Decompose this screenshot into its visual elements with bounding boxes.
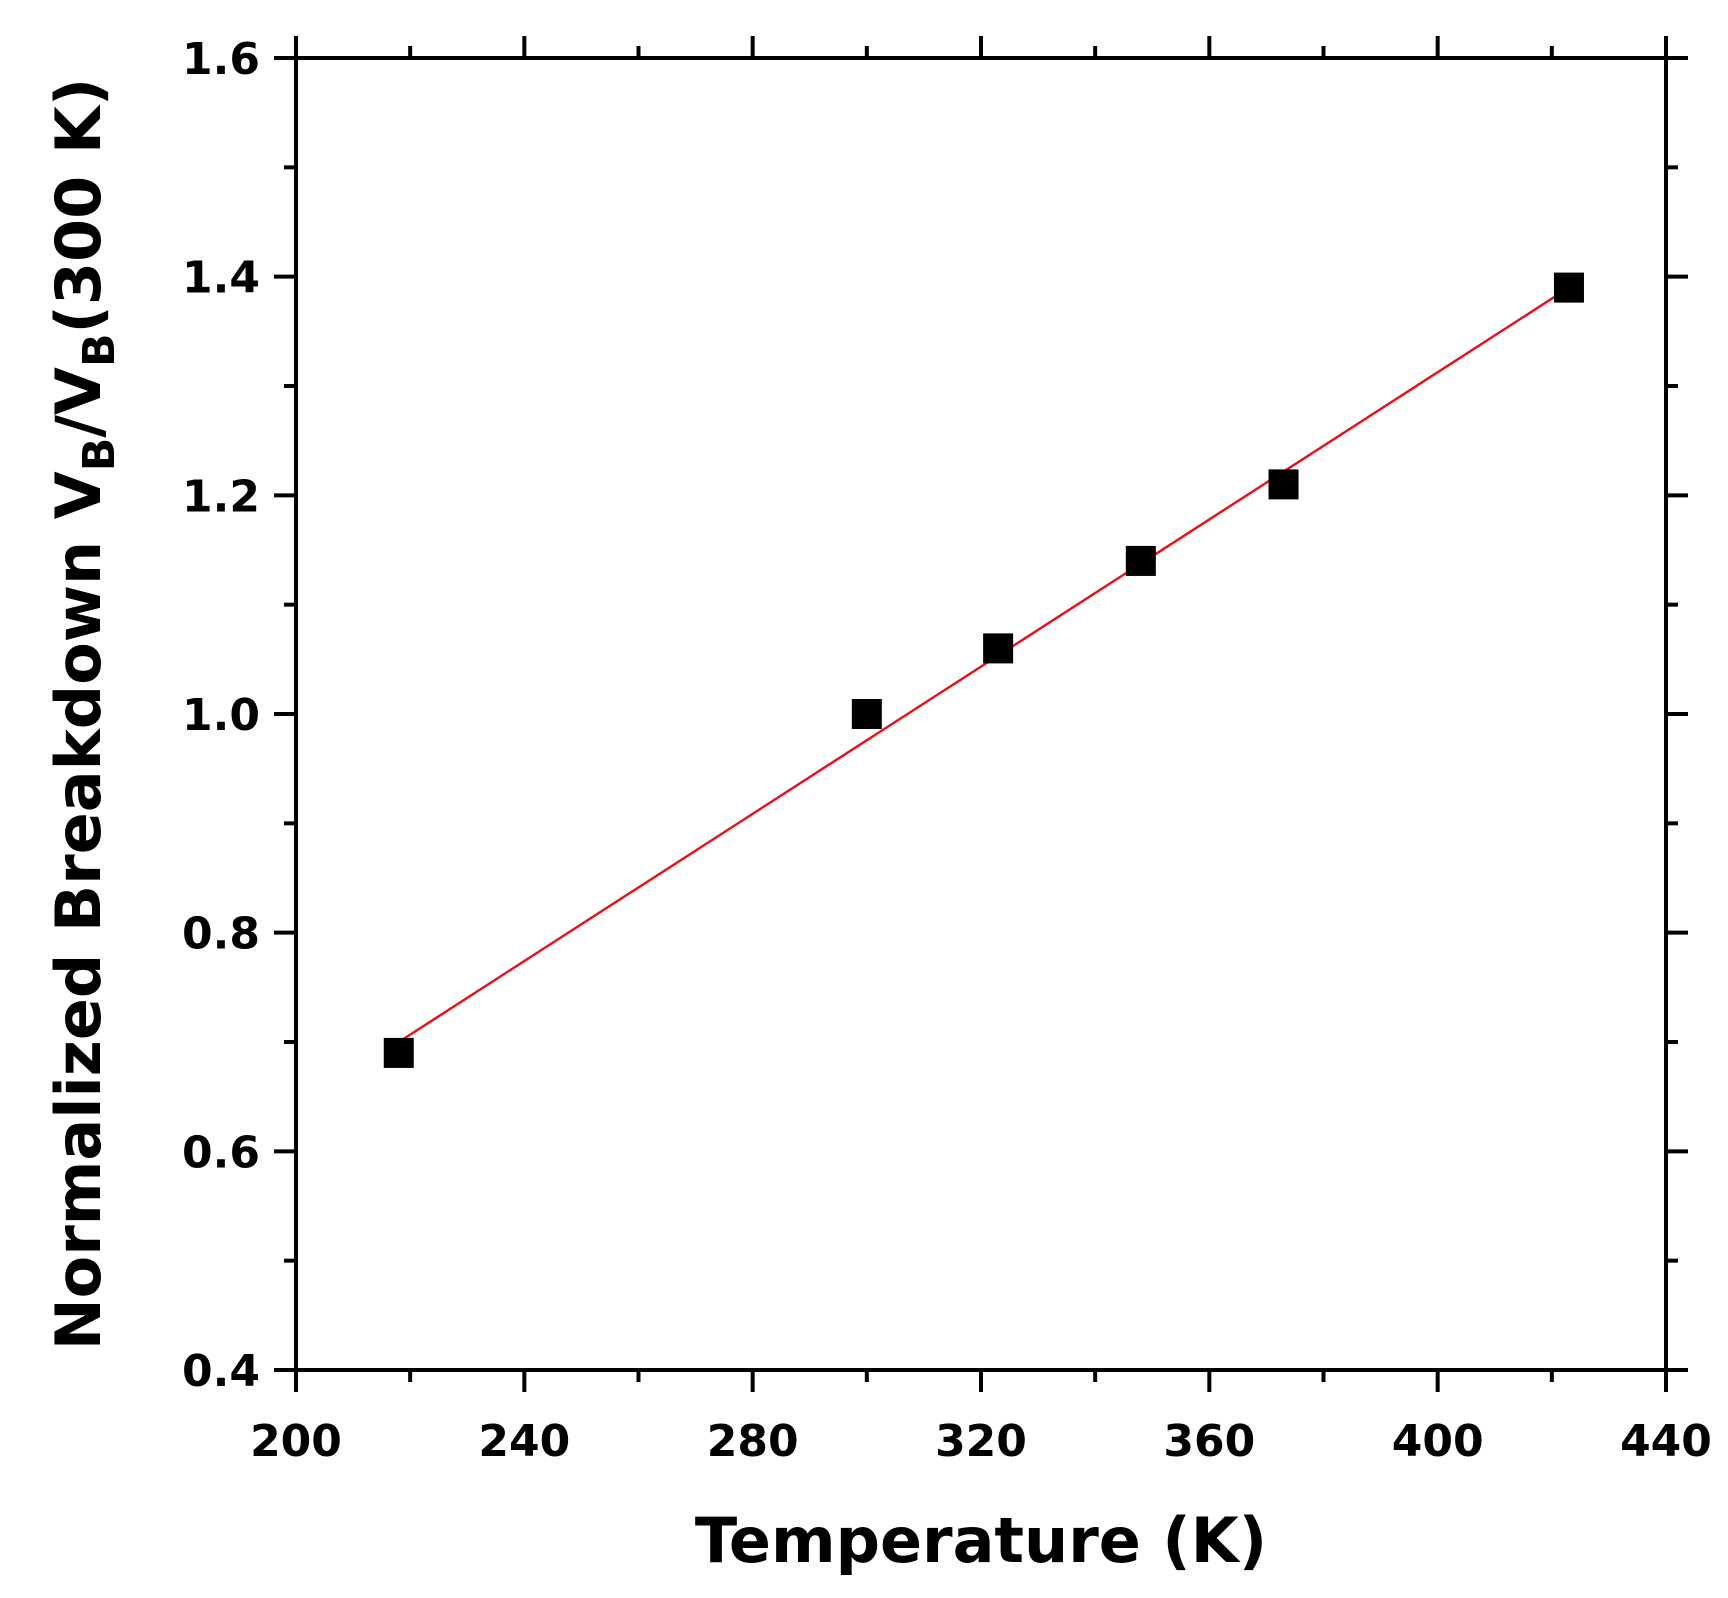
y-tick-label: 1.6 [182, 34, 260, 85]
y-axis-title-main: Normalized Breakdown V [42, 471, 115, 1350]
data-points [383, 272, 1584, 1068]
x-tick-label: 280 [707, 1416, 799, 1467]
plot-frame [294, 56, 1668, 1372]
y-axis-title: Normalized Breakdown VB/VB(300 K) [42, 78, 125, 1351]
x-tick-label: 440 [1620, 1416, 1712, 1467]
y-tick-label: 1.0 [182, 690, 260, 741]
fit-line-layer [398, 286, 1570, 1044]
x-tick-label: 320 [935, 1416, 1027, 1467]
x-axis-title: Temperature (K) [695, 1504, 1267, 1577]
data-point [1268, 469, 1299, 500]
x-tick-label: 200 [250, 1416, 342, 1467]
x-tick-label: 360 [1163, 1416, 1255, 1467]
data-point [1125, 545, 1156, 576]
fit-line [398, 286, 1570, 1044]
axis-ticks [274, 36, 1688, 1392]
tick-labels: 200 240 280 320 360 400 440 0.4 0.6 0.8 1.0 1.2 1.4 1… [182, 34, 1712, 1467]
x-tick-label: 400 [1392, 1416, 1484, 1467]
y-axis-title-tail: (300 K) [42, 78, 115, 334]
y-tick-label: 0.8 [182, 909, 260, 960]
x-tick-label: 240 [478, 1416, 570, 1467]
data-point [851, 699, 882, 729]
y-tick-label: 1.4 [182, 253, 260, 304]
y-axis-title-sub2: B [74, 333, 125, 367]
data-point [983, 633, 1014, 664]
y-tick-label: 0.6 [182, 1127, 260, 1178]
y-tick-label: 0.4 [182, 1346, 260, 1397]
y-axis-title-mid: /V [42, 367, 115, 438]
y-tick-label: 1.2 [182, 471, 260, 522]
data-point [1553, 272, 1584, 303]
data-point [383, 1037, 414, 1068]
y-axis-title-sub1: B [74, 438, 125, 472]
